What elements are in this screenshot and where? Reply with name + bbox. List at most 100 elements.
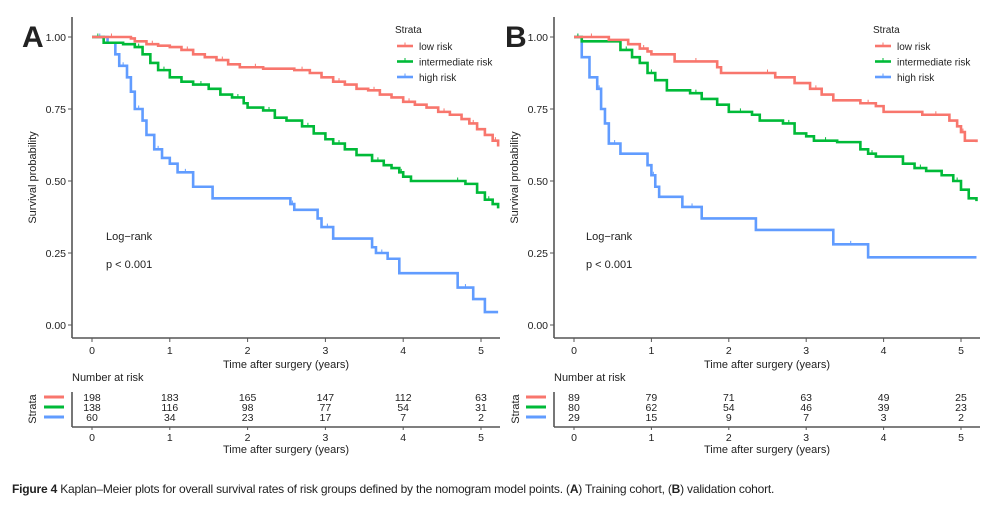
x-axis-title: Time after surgery (years) <box>223 359 349 371</box>
caption-text-3: ) validation cohort. <box>680 482 775 496</box>
risk-count: 77 <box>320 402 332 414</box>
x-tick-label: 4 <box>881 345 887 357</box>
risk-table-x-axis-title: Time after surgery (years) <box>223 444 349 456</box>
legend-label: intermediate risk <box>897 58 971 69</box>
x-tick-label: 3 <box>803 345 809 357</box>
risk-table-x-tick-label: 2 <box>245 432 251 444</box>
risk-count: 165 <box>239 392 257 404</box>
risk-table-x-tick-label: 4 <box>400 432 406 444</box>
x-tick-label: 2 <box>726 345 732 357</box>
caption-ref-b: B <box>671 482 681 496</box>
risk-table-title: Number at risk <box>72 372 144 384</box>
y-tick-label: 0.50 <box>46 176 67 188</box>
risk-count: 31 <box>475 402 487 414</box>
p-value-label: p < 0.001 <box>106 259 152 271</box>
risk-table-title: Number at risk <box>554 372 626 384</box>
km-curve-low-risk <box>574 35 978 143</box>
y-tick-label: 1.00 <box>528 32 549 44</box>
y-tick-label: 0.00 <box>46 320 67 332</box>
risk-count: 63 <box>800 392 812 404</box>
legend-title: Strata <box>395 25 422 36</box>
risk-count: 147 <box>317 392 335 404</box>
risk-count: 183 <box>161 392 179 404</box>
risk-count: 89 <box>568 392 580 404</box>
risk-count: 62 <box>646 402 658 414</box>
risk-count: 138 <box>83 402 101 414</box>
km-curve-high-risk <box>574 35 977 259</box>
risk-table-x-tick-label: 5 <box>478 432 484 444</box>
y-axis-title: Survival probability <box>27 131 39 224</box>
km-curve-low-risk <box>92 35 500 147</box>
figure-caption: Figure 4 Kaplan–Meier plots for overall … <box>12 482 774 496</box>
risk-count: 198 <box>83 392 101 404</box>
risk-table-x-tick-label: 3 <box>322 432 328 444</box>
risk-count: 79 <box>646 392 658 404</box>
logrank-label: Log−rank <box>586 231 633 243</box>
risk-table-x-tick-label: 1 <box>167 432 173 444</box>
x-tick-label: 5 <box>478 345 484 357</box>
legend-label: high risk <box>897 73 935 84</box>
risk-count: 23 <box>955 402 967 414</box>
risk-table-x-tick-label: 4 <box>881 432 887 444</box>
p-value-label: p < 0.001 <box>586 259 632 271</box>
risk-count: 54 <box>397 402 409 414</box>
legend-label: high risk <box>419 73 457 84</box>
risk-table-x-tick-label: 1 <box>648 432 654 444</box>
risk-count: 34 <box>164 412 176 424</box>
risk-count: 49 <box>878 392 890 404</box>
legend-label: low risk <box>897 42 931 53</box>
risk-count: 46 <box>800 402 812 414</box>
risk-count: 80 <box>568 402 580 414</box>
legend-label: low risk <box>419 42 453 53</box>
risk-count: 63 <box>475 392 487 404</box>
panel-label-b: B <box>505 21 527 54</box>
x-tick-label: 4 <box>400 345 406 357</box>
x-tick-label: 0 <box>571 345 577 357</box>
y-tick-label: 0.00 <box>528 320 549 332</box>
panel-label-a: A <box>22 21 44 54</box>
x-axis-title: Time after surgery (years) <box>704 359 830 371</box>
y-tick-label: 1.00 <box>46 32 67 44</box>
legend-label: intermediate risk <box>419 58 493 69</box>
risk-count: 71 <box>723 392 735 404</box>
caption-text-2: ) Training cohort, ( <box>578 482 672 496</box>
km-curve-high-risk <box>92 35 499 314</box>
risk-count: 25 <box>955 392 967 404</box>
risk-count: 112 <box>395 392 412 404</box>
risk-table-strata-label: Strata <box>27 393 39 423</box>
risk-table-x-tick-label: 2 <box>726 432 732 444</box>
risk-count: 39 <box>878 402 890 414</box>
risk-count: 98 <box>242 402 254 414</box>
x-tick-label: 0 <box>89 345 95 357</box>
risk-count: 2 <box>478 412 484 424</box>
x-tick-label: 1 <box>167 345 173 357</box>
x-tick-label: 5 <box>958 345 964 357</box>
km-curve-intermediate-risk <box>92 35 500 209</box>
risk-count: 2 <box>958 412 964 424</box>
logrank-label: Log−rank <box>106 231 153 243</box>
y-tick-label: 0.50 <box>528 176 549 188</box>
risk-count: 7 <box>400 412 406 424</box>
risk-count: 9 <box>726 412 732 424</box>
risk-count: 7 <box>803 412 809 424</box>
risk-count: 23 <box>242 412 254 424</box>
risk-table-x-tick-label: 0 <box>571 432 577 444</box>
x-tick-label: 2 <box>245 345 251 357</box>
legend-title: Strata <box>873 25 900 36</box>
y-tick-label: 0.75 <box>528 104 549 116</box>
y-tick-label: 0.25 <box>46 248 67 260</box>
risk-count: 29 <box>568 412 580 424</box>
x-tick-label: 3 <box>322 345 328 357</box>
y-axis-title: Survival probability <box>509 131 521 224</box>
caption-label: Figure 4 <box>12 482 58 496</box>
risk-table-x-tick-label: 5 <box>958 432 964 444</box>
risk-table-x-tick-label: 3 <box>803 432 809 444</box>
risk-count: 15 <box>646 412 658 424</box>
risk-count: 17 <box>320 412 332 424</box>
risk-count: 60 <box>86 412 98 424</box>
risk-count: 54 <box>723 402 735 414</box>
y-tick-label: 0.75 <box>46 104 67 116</box>
caption-ref-a: A <box>569 482 579 496</box>
